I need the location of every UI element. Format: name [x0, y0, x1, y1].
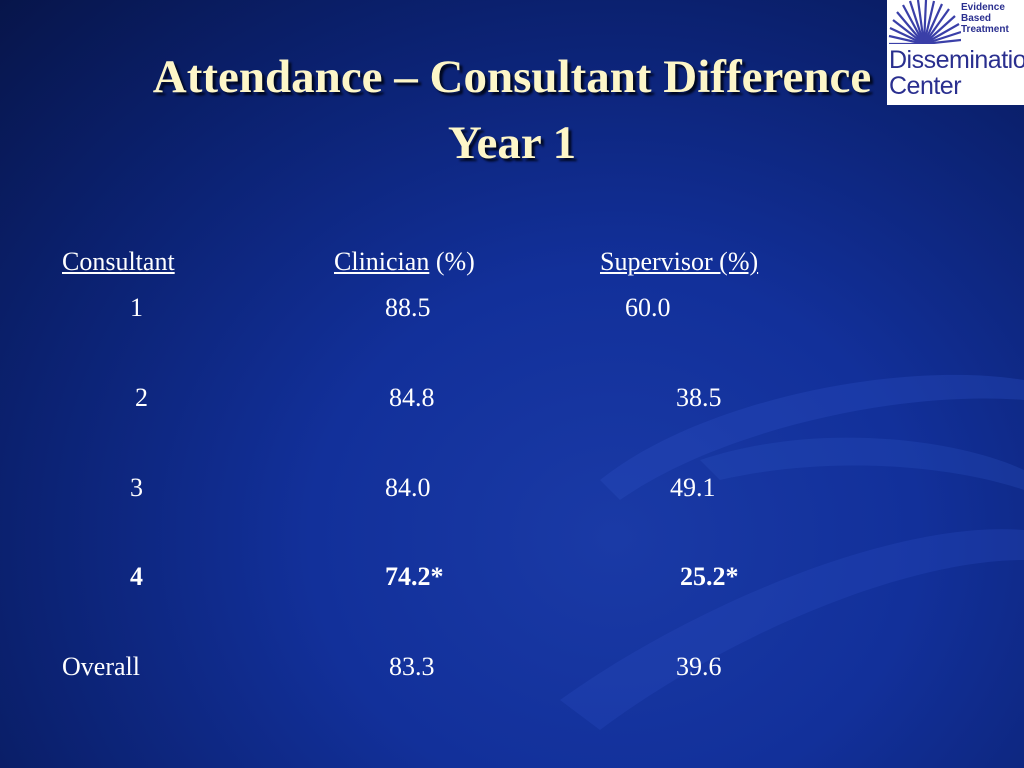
row-3-supervisor: 49.1	[670, 473, 716, 502]
row-1-clinician: 88.5	[385, 293, 431, 322]
row-3-clinician: 84.0	[385, 473, 431, 502]
row-2-clinician: 84.8	[389, 383, 435, 412]
row-2-consultant: 2	[135, 383, 148, 412]
sunburst-icon	[888, 0, 961, 44]
row-overall-consultant: Overall	[62, 652, 140, 681]
row-4-supervisor: 25.2*	[680, 562, 739, 591]
row-2-supervisor: 38.5	[676, 383, 722, 412]
logo-text-dissemination: Dissemination	[889, 46, 1024, 74]
row-1-consultant: 1	[130, 293, 143, 322]
header-consultant-label: Consultant	[62, 247, 175, 276]
slide-title-line-2: Year 1	[447, 117, 577, 169]
logo-text-treatment: Treatment	[961, 24, 1009, 35]
slide-title: Attendance – Consultant Difference Year …	[0, 44, 1024, 176]
ebtdc-logo: Evidence Based Treatment Dissemination C…	[887, 0, 1024, 105]
logo-text-center: Center	[889, 72, 962, 100]
row-4-clinician: 74.2*	[385, 562, 444, 591]
logo-text-based: Based	[961, 13, 992, 24]
header-clinician: Clinician (%)	[334, 247, 475, 277]
logo-text-evidence: Evidence	[961, 2, 1005, 13]
header-clinician-unit: (%)	[429, 247, 475, 276]
row-overall-supervisor: 39.6	[676, 652, 722, 681]
row-1-supervisor: 60.0	[625, 293, 671, 322]
header-consultant: Consultant	[62, 247, 175, 277]
row-4-consultant: 4	[130, 562, 143, 591]
header-supervisor-label: Supervisor (%)	[600, 247, 759, 276]
header-supervisor: Supervisor (%)	[600, 247, 758, 277]
slide-title-line-1: Attendance – Consultant Difference	[152, 51, 872, 103]
row-3-consultant: 3	[130, 473, 143, 502]
header-clinician-label: Clinician	[334, 247, 430, 276]
row-overall-clinician: 83.3	[389, 652, 435, 681]
